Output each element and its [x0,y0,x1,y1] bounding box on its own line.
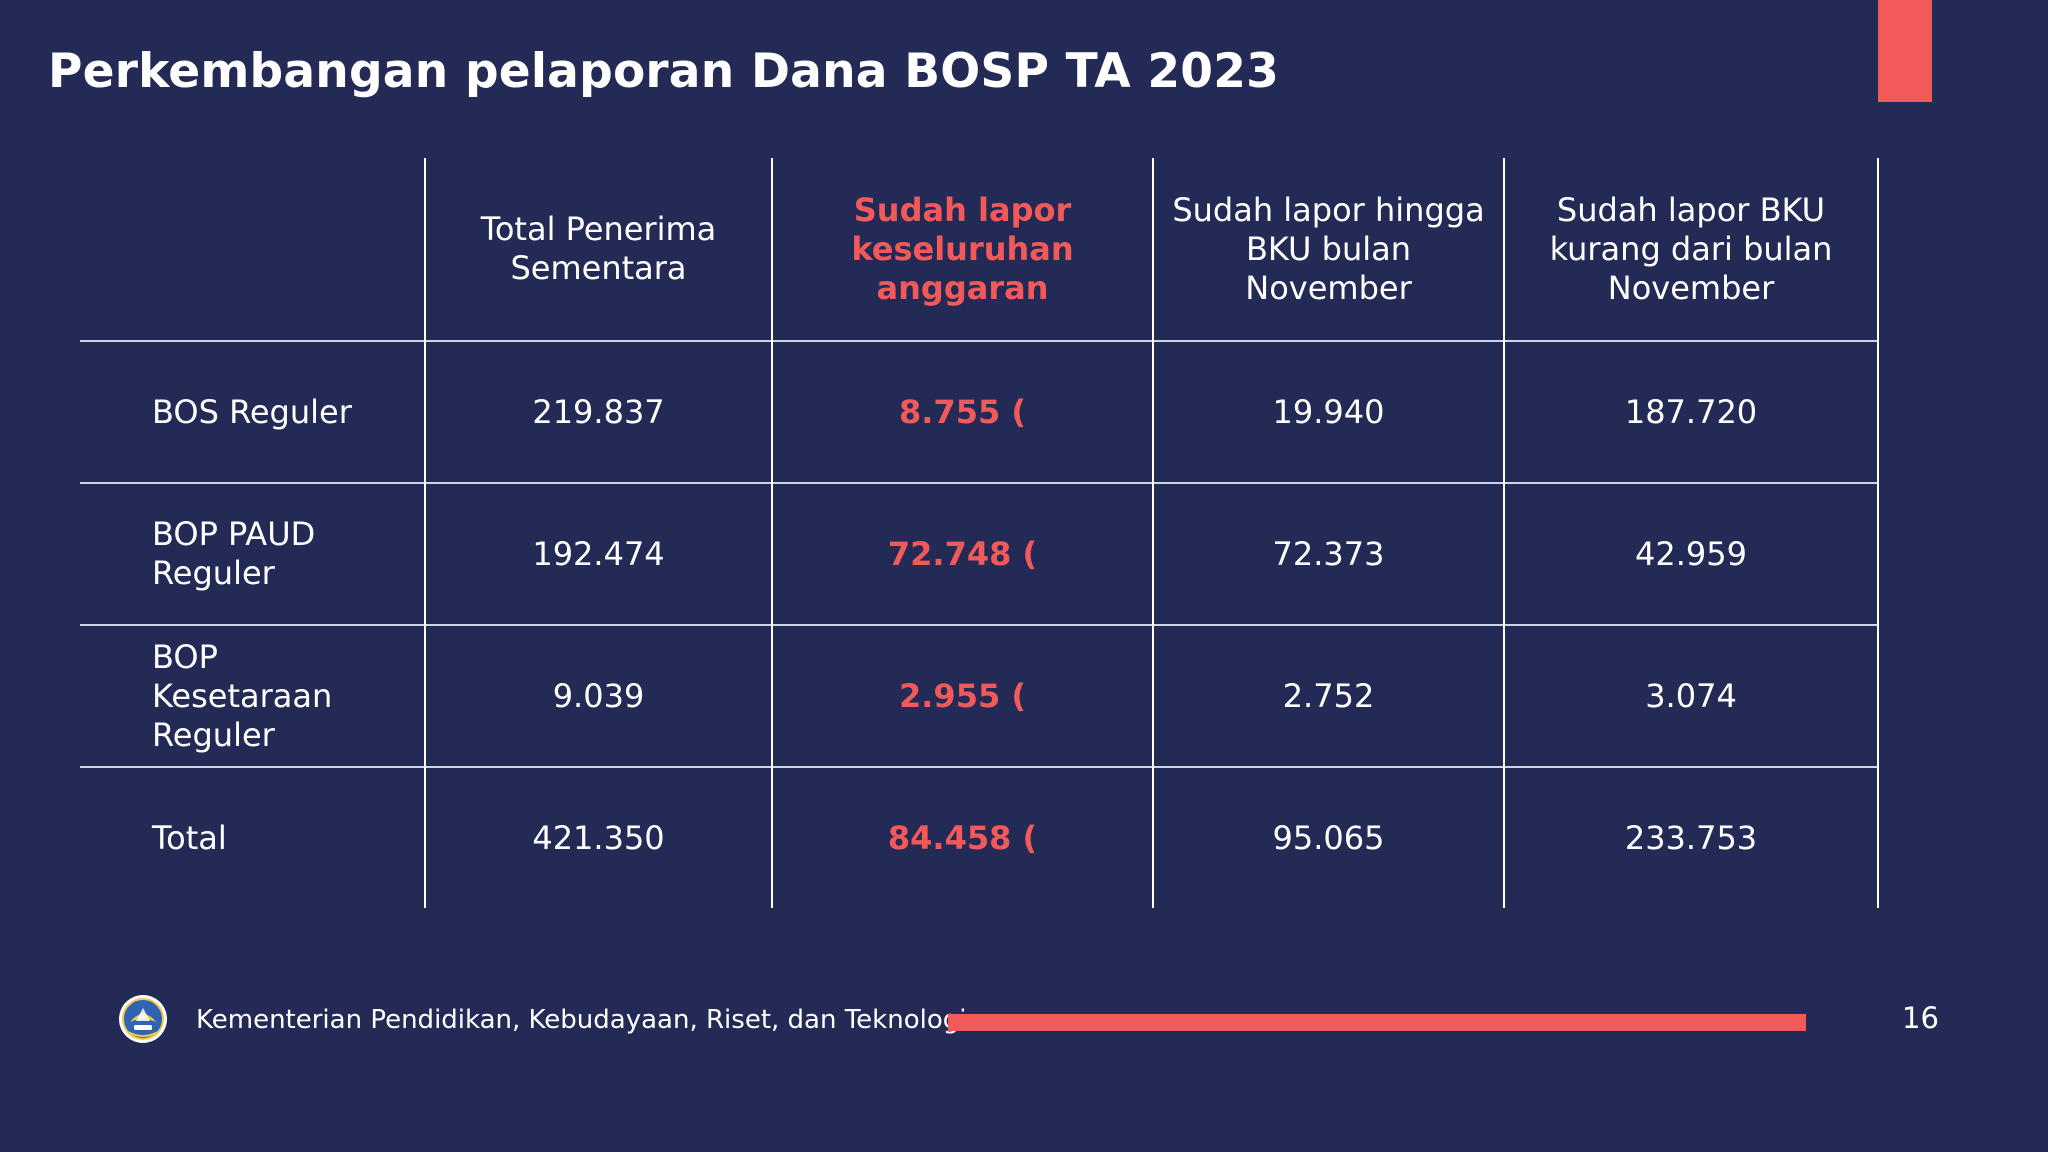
table-header-row: Total Penerima Sementara Sudah lapor kes… [80,158,1879,341]
top-accent-block [1878,0,1932,102]
slide-title: Perkembangan pelaporan Dana BOSP TA 2023 [48,44,1280,99]
cell-total-penerima: 192.474 [424,482,772,625]
header-empty-cell [80,158,425,341]
page-number: 16 [1902,1001,1939,1035]
cell-kurang-dari-november: 42.959 [1503,482,1879,625]
footer-accent-bar [948,1014,1806,1031]
cell-total-penerima: 421.350 [424,766,772,908]
header-total-penerima: Total Penerima Sementara [424,158,772,341]
cell-total-penerima: 219.837 [424,340,772,483]
table-row: BOP Kesetaraan Reguler 9.039 2.955 ( 2.7… [80,624,1879,767]
row-label: BOP Kesetaraan Reguler [80,624,425,767]
cell-kurang-dari-november: 187.720 [1503,340,1879,483]
header-hingga-november: Sudah lapor hingga BKU bulan November [1152,158,1504,341]
table-row: BOP PAUD Reguler 192.474 72.748 ( 72.373… [80,482,1879,625]
cell-hingga-november: 95.065 [1152,766,1504,908]
cell-hingga-november: 19.940 [1152,340,1504,483]
cell-hingga-november: 72.373 [1152,482,1504,625]
cell-sudah-lapor-keseluruhan: 72.748 ( [771,482,1153,625]
cell-hingga-november: 2.752 [1152,624,1504,767]
header-sudah-lapor-keseluruhan: Sudah lapor keseluruhan anggaran [771,158,1153,341]
cell-kurang-dari-november: 3.074 [1503,624,1879,767]
footer-organization-name: Kementerian Pendidikan, Kebudayaan, Rise… [196,1005,967,1035]
header-kurang-dari-november: Sudah lapor BKU kurang dari bulan Novemb… [1503,158,1879,341]
cell-kurang-dari-november: 233.753 [1503,766,1879,908]
cell-total-penerima: 9.039 [424,624,772,767]
row-label: BOP PAUD Reguler [80,482,425,625]
row-label: BOS Reguler [80,340,425,483]
tut-wuri-handayani-emblem-icon [118,994,168,1044]
cell-sudah-lapor-keseluruhan: 2.955 ( [771,624,1153,767]
table-row: Total 421.350 84.458 ( 95.065 233.753 [80,766,1879,908]
cell-sudah-lapor-keseluruhan: 8.755 ( [771,340,1153,483]
reporting-table: Total Penerima Sementara Sudah lapor kes… [80,158,1879,908]
row-label: Total [80,766,425,908]
cell-sudah-lapor-keseluruhan: 84.458 ( [771,766,1153,908]
table-row: BOS Reguler 219.837 8.755 ( 19.940 187.7… [80,340,1879,483]
